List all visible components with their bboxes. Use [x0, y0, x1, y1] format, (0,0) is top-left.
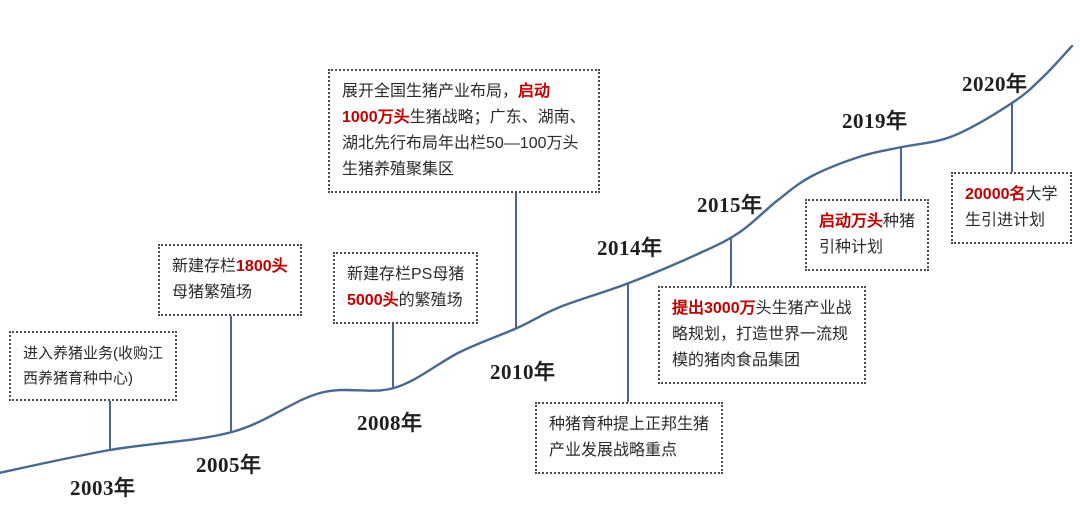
note-2003: 进入养猪业务(收购江 西养猪育种中心)	[9, 331, 177, 401]
tick-2020	[1011, 104, 1013, 174]
note-2015: 提出3000万头生猪产业战 略规划，打造世界一流规 模的猪肉食品集团	[658, 286, 866, 384]
year-label-2020: 2020年	[962, 72, 1028, 96]
note-2019: 启动万头种猪 引种计划	[805, 199, 930, 271]
tick-2003	[109, 397, 111, 450]
note-2014: 种猪育种提上正邦生猪 产业发展战略重点	[535, 402, 724, 474]
year-label-2008: 2008年	[357, 411, 423, 435]
tick-2008	[392, 319, 394, 389]
tick-2015	[730, 238, 732, 289]
note-2010: 展开全国生猪产业布局，启动 1000万头生猪战略；广东、湖南、 湖北先行布局年出…	[328, 69, 600, 193]
tick-2010	[515, 193, 517, 329]
year-label-2019: 2019年	[842, 109, 908, 133]
year-label-2005: 2005年	[196, 453, 262, 477]
year-label-2015: 2015年	[697, 193, 763, 217]
year-label-2003: 2003年	[70, 476, 136, 500]
tick-2019	[900, 147, 902, 201]
year-label-2014: 2014年	[597, 236, 663, 260]
note-2008: 新建存栏PS母猪 5000头的繁殖场	[333, 252, 479, 324]
year-label-2010: 2010年	[490, 360, 556, 384]
note-2005: 新建存栏1800头 母猪繁殖场	[158, 244, 302, 316]
note-2020: 20000名大学 生引进计划	[951, 172, 1072, 244]
tick-2014	[627, 283, 629, 404]
tick-2005	[230, 309, 232, 432]
